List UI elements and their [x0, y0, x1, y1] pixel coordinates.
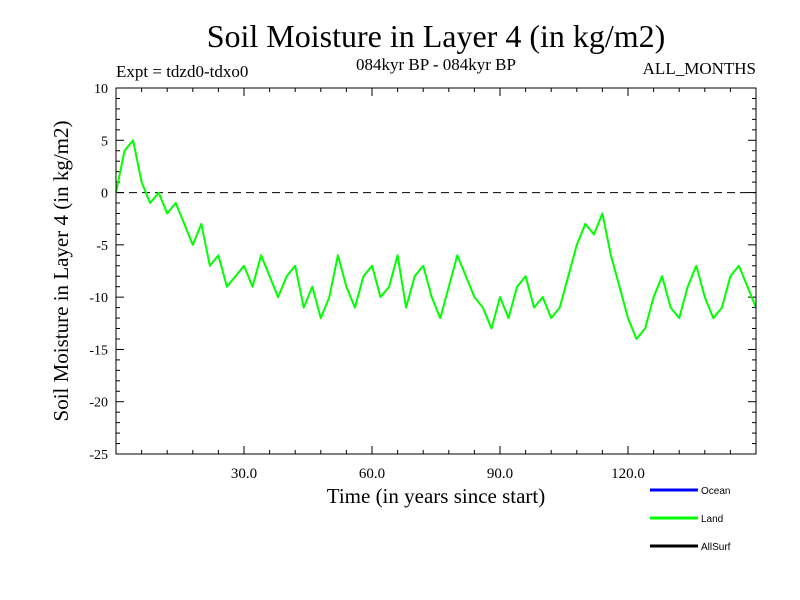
legend-label-ocean: Ocean [701, 486, 730, 497]
x-tick-label: 90.0 [487, 466, 513, 482]
series-line-land [115, 139, 757, 340]
legend-label-allsurf: AllSurf [701, 542, 731, 553]
x-tick-label: 120.0 [611, 466, 645, 482]
legend-label-land: Land [701, 514, 723, 525]
x-tick-label: 60.0 [359, 466, 385, 482]
chart-title: Soil Moisture in Layer 4 (in kg/m2) [207, 18, 666, 54]
y-axis-label: Soil Moisture in Layer 4 (in kg/m2) [49, 121, 73, 422]
y-tick-label: -10 [89, 291, 108, 306]
y-tick-label: 5 [101, 134, 108, 149]
y-tick-label: -20 [89, 396, 108, 411]
experiment-label: Expt = tdzd0-tdxo0 [116, 62, 248, 81]
plot-frame [115, 87, 757, 455]
y-tick-label: -25 [89, 448, 108, 463]
y-tick-label: 10 [94, 82, 108, 97]
x-tick-label: 30.0 [231, 466, 257, 482]
legend: Ocean Land AllSurf [650, 486, 731, 553]
x-axis-label: Time (in years since start) [327, 484, 546, 508]
axes-layer: 10 5 0 -5 -10 -15 -20 -25 30.0 60.0 90.0 120.0 [89, 82, 757, 482]
y-tick-label: -15 [89, 343, 108, 358]
y-tick-label: -5 [96, 239, 108, 254]
y-tick-label: 0 [101, 187, 108, 202]
months-label: ALL_MONTHS [643, 59, 756, 78]
period-label: 084kyr BP - 084kyr BP [356, 55, 516, 74]
